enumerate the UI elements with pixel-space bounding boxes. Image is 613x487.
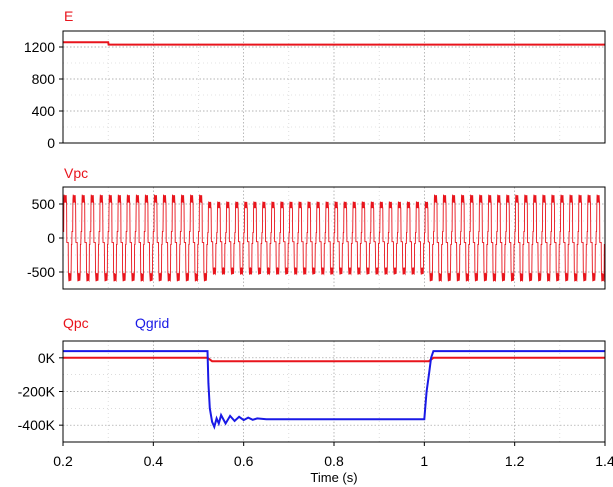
plot-frame — [62, 186, 606, 290]
x-tick-label: 1.4 — [595, 453, 613, 469]
x-axis-label: Time (s) — [310, 470, 357, 485]
plot-frame — [62, 30, 606, 144]
series-line-qpc — [63, 356, 605, 363]
x-tick-label: 1 — [420, 453, 428, 469]
y-tick-label: 0 — [47, 135, 55, 151]
panel-3: -400K -200K 0K Qpc Qgrid — [18, 315, 606, 443]
y-tick-label: 400 — [32, 103, 56, 119]
y-tick-label: 1200 — [24, 39, 55, 55]
y-tick-label: 800 — [32, 71, 56, 87]
y-tick-label: -500 — [27, 264, 55, 280]
x-tick-label: 1.2 — [505, 453, 525, 469]
x-tick-label: 0.8 — [324, 453, 344, 469]
y-tick-label: 500 — [32, 196, 56, 212]
x-tick-label: 0.2 — [53, 453, 73, 469]
series-group — [63, 41, 605, 46]
legend-qpc: Qpc — [63, 315, 89, 331]
series-line-e — [63, 41, 605, 46]
legend-e: E — [64, 8, 73, 24]
series-line-vpc — [63, 194, 605, 283]
y-tick-label: 0 — [47, 230, 55, 246]
y-tick-label: 0K — [38, 350, 56, 366]
x-tick-label: 0.6 — [234, 453, 254, 469]
x-tick-label: 0.4 — [144, 453, 164, 469]
legend-qgrid: Qgrid — [135, 315, 169, 331]
series-group — [63, 350, 605, 430]
y-tick-label: -400K — [18, 417, 56, 433]
y-tick-label: -200K — [18, 384, 56, 400]
series-line-qgrid — [63, 350, 605, 430]
panel-2: -500 0 500 Vpc — [27, 165, 606, 290]
panel-1: 0 400 800 1200 E — [24, 8, 606, 151]
legend-vpc: Vpc — [64, 165, 88, 181]
series-group — [63, 194, 605, 283]
